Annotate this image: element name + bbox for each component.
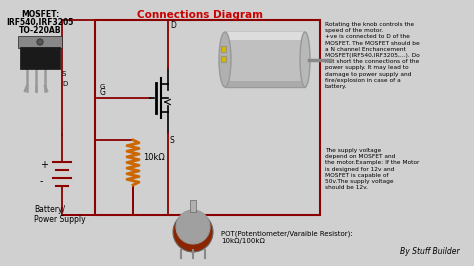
Circle shape bbox=[37, 39, 43, 45]
Ellipse shape bbox=[300, 32, 310, 87]
Text: Battery/
Power Supply: Battery/ Power Supply bbox=[34, 205, 86, 225]
Bar bbox=[225, 32, 305, 40]
Bar bbox=[225, 32, 305, 87]
Text: S: S bbox=[62, 71, 66, 77]
Text: By Stuff Builder: By Stuff Builder bbox=[401, 247, 460, 256]
Text: The supply voltage
depend on MOSFET and
the motor.Example: If the Motor
is desig: The supply voltage depend on MOSFET and … bbox=[325, 148, 419, 190]
Text: G: G bbox=[100, 88, 106, 97]
Text: TO-220AB: TO-220AB bbox=[19, 26, 61, 35]
Bar bbox=[221, 56, 226, 62]
Bar bbox=[18, 36, 62, 48]
Bar bbox=[190, 200, 196, 212]
Text: G: G bbox=[100, 84, 105, 90]
Bar bbox=[221, 46, 226, 52]
Bar bbox=[225, 81, 305, 87]
Text: MOSFET:: MOSFET: bbox=[21, 10, 59, 19]
Text: S: S bbox=[170, 136, 175, 145]
Text: D: D bbox=[170, 21, 176, 30]
Text: 10kΩ: 10kΩ bbox=[143, 153, 165, 162]
Text: D: D bbox=[62, 81, 67, 87]
Bar bbox=[20, 47, 60, 69]
Text: Rotating the knob controls the
speed of the motor.
+ve is connected to D of the
: Rotating the knob controls the speed of … bbox=[325, 22, 420, 89]
Bar bbox=[95, 20, 320, 215]
Text: IRF540,IRF3205: IRF540,IRF3205 bbox=[6, 18, 73, 27]
Text: POT(Potentiometer/Varaible Resistor):
10kΩ/100kΩ: POT(Potentiometer/Varaible Resistor): 10… bbox=[221, 230, 353, 244]
Text: -: - bbox=[40, 176, 44, 186]
Circle shape bbox=[176, 210, 210, 244]
Text: Connections Diagram: Connections Diagram bbox=[137, 10, 263, 20]
Text: +: + bbox=[40, 160, 48, 170]
Ellipse shape bbox=[219, 32, 231, 87]
Circle shape bbox=[173, 212, 213, 252]
